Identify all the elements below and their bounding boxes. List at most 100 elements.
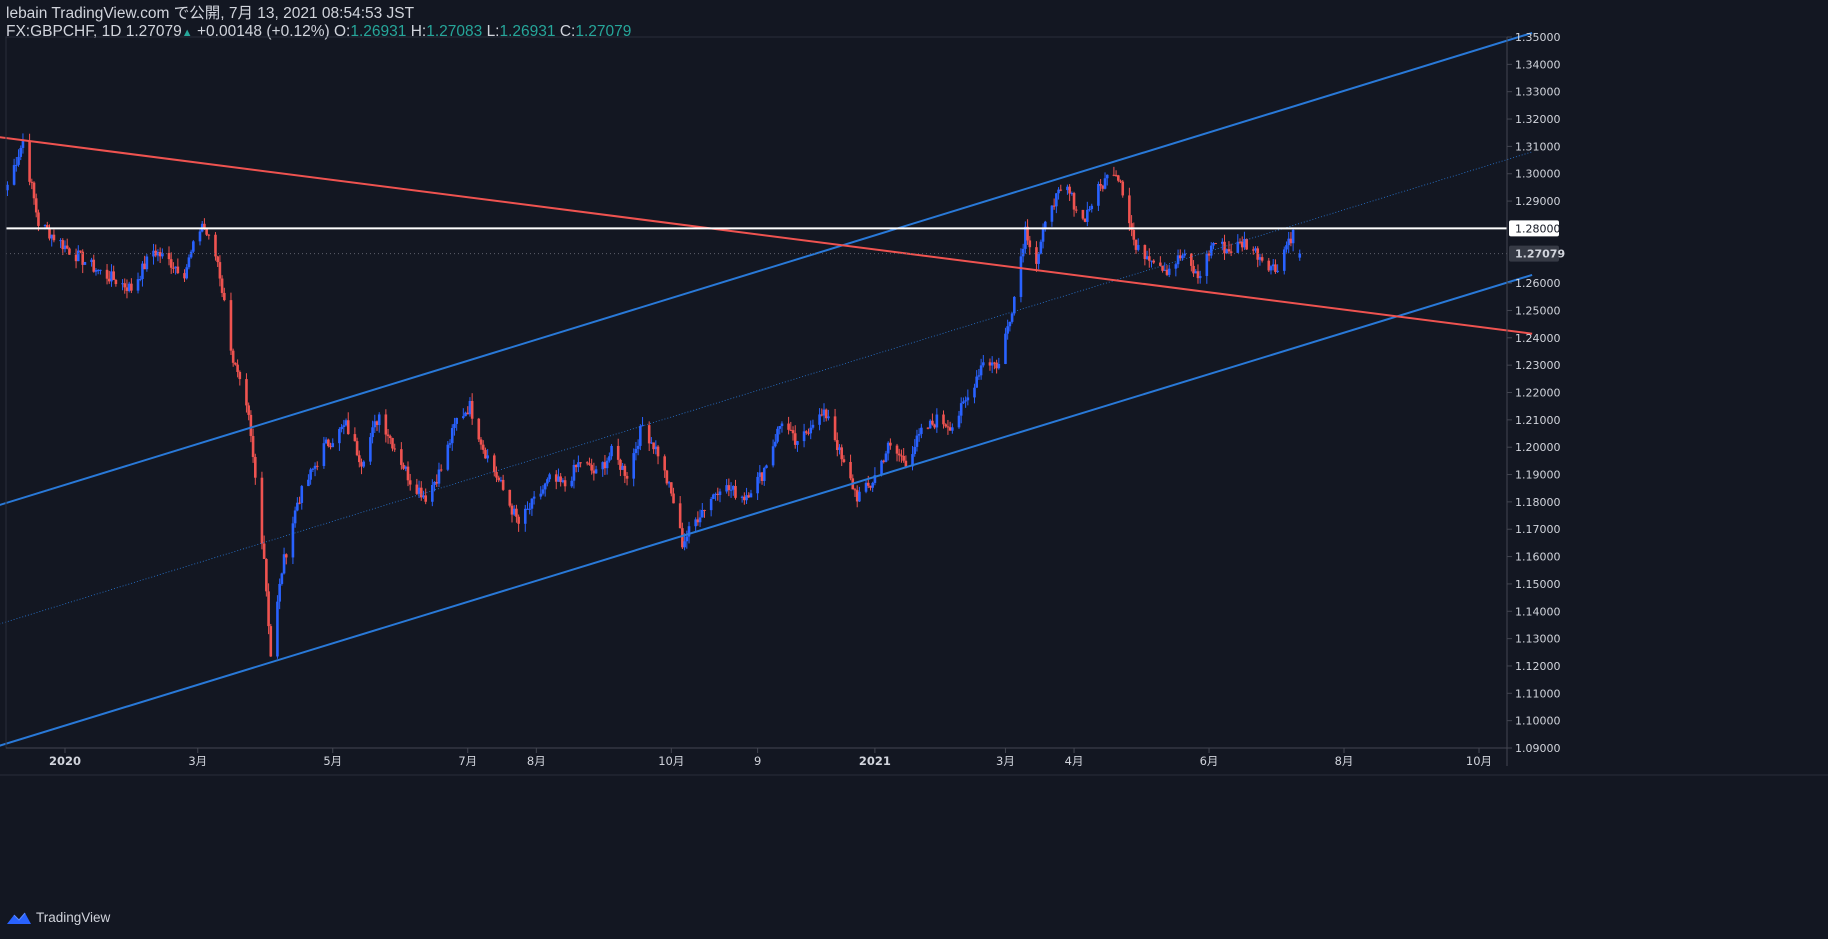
candle [1112, 166, 1116, 177]
candle-body [315, 465, 319, 467]
candle-body [1267, 260, 1271, 271]
candle [654, 440, 658, 455]
candle [709, 496, 713, 517]
candle-body [293, 510, 297, 524]
candle-body [59, 240, 62, 242]
candle [588, 457, 591, 466]
candle-body [185, 267, 189, 279]
candle-body [818, 414, 821, 425]
last-price-label-bg [1509, 245, 1559, 262]
high-label: H: [410, 23, 427, 40]
candle-body [993, 362, 996, 364]
channel-mid-line[interactable] [0, 151, 1533, 625]
candle-body [247, 405, 250, 415]
candle [577, 455, 580, 473]
candle-body [902, 455, 905, 461]
candle [236, 359, 239, 378]
candle [1010, 312, 1014, 324]
candle [158, 247, 162, 264]
channel-lower-line[interactable] [0, 273, 1533, 747]
candle [1221, 238, 1224, 251]
candle-body [541, 489, 545, 494]
close-label: C: [559, 23, 576, 40]
candle-body [758, 472, 762, 477]
candle-body [557, 476, 560, 482]
candle-body [338, 429, 341, 444]
candle-body [1145, 256, 1149, 260]
candle-body [32, 182, 36, 199]
candle-body [94, 270, 98, 272]
candle [154, 244, 158, 258]
candle-body [1291, 229, 1295, 244]
symbol-label[interactable]: FX:GBPCHF, 1D [6, 23, 122, 40]
candle [787, 416, 790, 435]
candle [574, 464, 578, 473]
candle-body [1043, 221, 1047, 230]
candle-body [889, 442, 892, 446]
candle [231, 348, 235, 367]
candle-body [373, 421, 377, 428]
candle-body [1271, 264, 1275, 267]
candle [1103, 172, 1107, 190]
candle-body [1245, 238, 1248, 250]
last-price-value: 1.27079 [125, 23, 182, 40]
candle [517, 514, 520, 532]
candle [864, 480, 868, 494]
candle-body [63, 245, 67, 250]
candle [492, 453, 496, 477]
candle-body [152, 250, 155, 257]
candle-body [1117, 175, 1120, 181]
candle-body [1298, 253, 1302, 258]
candle-body [21, 140, 25, 148]
candle [933, 423, 936, 430]
candle-body [639, 426, 642, 446]
red-trendline[interactable] [0, 136, 1533, 335]
channel-upper-line[interactable] [0, 31, 1533, 506]
candle-body [1074, 209, 1078, 211]
candle-body [959, 403, 963, 416]
candle-body [262, 543, 266, 559]
candle [512, 505, 516, 517]
candle [15, 156, 18, 172]
candle [406, 461, 410, 487]
candle-body [340, 426, 343, 430]
candle-body [114, 279, 118, 285]
candle [218, 255, 222, 287]
candle [804, 430, 808, 435]
candle [858, 486, 861, 503]
candle [1041, 223, 1045, 249]
candle [1008, 321, 1012, 332]
y-tick-label: 1.12000 [1515, 660, 1561, 673]
candle [167, 246, 171, 266]
candle [315, 461, 319, 471]
candle-body [570, 480, 574, 487]
candle [853, 487, 857, 497]
candle [793, 425, 797, 449]
candle-body [464, 412, 467, 417]
candle [189, 249, 193, 259]
candle [105, 264, 109, 285]
candle-body [284, 554, 288, 558]
candle [1117, 174, 1120, 183]
candle-body [762, 467, 766, 481]
y-tick-label: 1.18000 [1515, 496, 1561, 509]
candle [1043, 220, 1047, 232]
candle-body [1194, 271, 1198, 274]
drawings-layer[interactable] [0, 31, 1533, 747]
candle [1019, 248, 1023, 303]
candle [1274, 259, 1277, 274]
candle-body [479, 439, 483, 445]
candle-body [1121, 181, 1125, 196]
candle [515, 504, 518, 523]
candle-body [588, 463, 591, 465]
candle [402, 462, 405, 471]
candle [838, 444, 841, 455]
symbol-info-bar: FX:GBPCHF, 1D 1.27079▲ +0.00148 (+0.12%)… [6, 23, 631, 42]
candle-body [1207, 253, 1211, 256]
candle-body [966, 397, 970, 401]
footer-brand[interactable]: TradingView [6, 910, 110, 925]
candle [437, 462, 441, 488]
candle [269, 623, 273, 657]
candle-body [935, 414, 939, 428]
